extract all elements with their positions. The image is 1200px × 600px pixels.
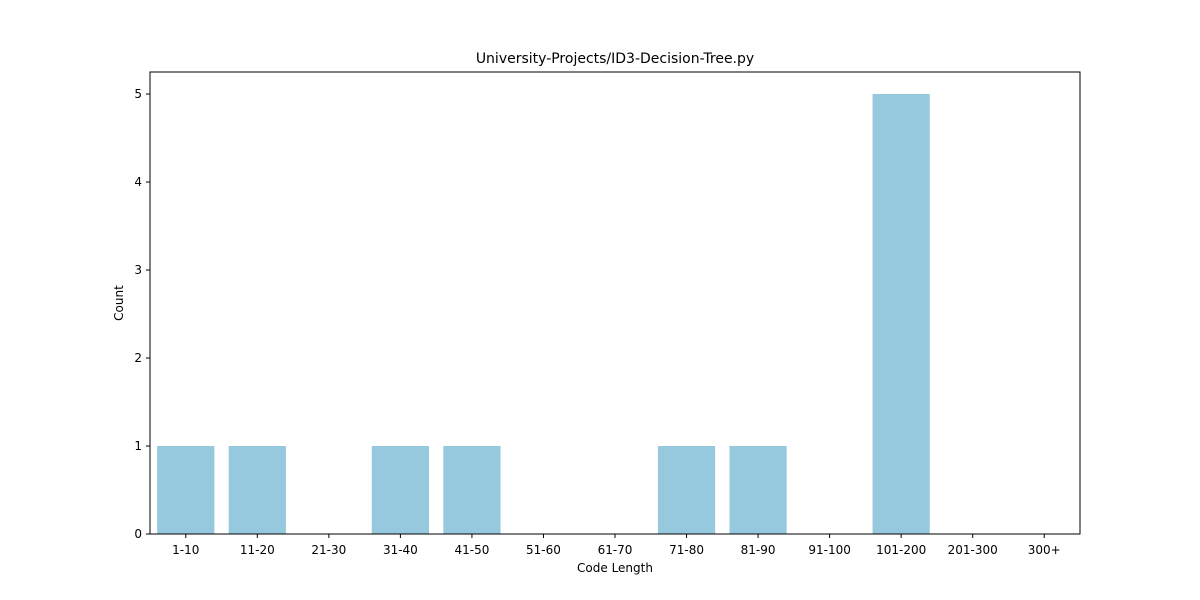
x-tick-label: 81-90 xyxy=(741,543,776,557)
y-tick-label: 4 xyxy=(134,175,142,189)
y-tick-label: 2 xyxy=(134,351,142,365)
x-tick-label: 31-40 xyxy=(383,543,418,557)
bar-1-10 xyxy=(157,446,215,534)
plot-frame xyxy=(149,71,1081,535)
bar-101-200 xyxy=(872,94,930,534)
y-tick-label: 0 xyxy=(134,527,142,541)
x-ticks-group: 1-10 11-20 21-30 31-40 41-50 51-60 61-70 71-80 8… xyxy=(172,534,1061,557)
bars-group xyxy=(157,94,930,534)
y-axis-label: Count xyxy=(112,285,126,321)
x-tick-label: 11-20 xyxy=(240,543,275,557)
bar-71-80 xyxy=(657,446,716,534)
y-tick-label: 1 xyxy=(134,439,142,453)
bar-41-50 xyxy=(443,446,501,534)
bar-31-40 xyxy=(371,446,429,534)
x-tick-label: 21-30 xyxy=(311,543,346,557)
x-tick-label: 71-80 xyxy=(669,543,704,557)
bar-81-90 xyxy=(729,446,787,534)
y-tick-label: 5 xyxy=(134,87,142,101)
y-ticks-group: 0 1 2 3 4 5 xyxy=(134,87,150,541)
x-tick-label: 201-300 xyxy=(948,543,998,557)
x-tick-label: 51-60 xyxy=(526,543,561,557)
x-axis-label: Code Length xyxy=(577,561,653,575)
chart-title: University-Projects/ID3-Decision-Tree.py xyxy=(476,51,754,67)
x-tick-label: 1-10 xyxy=(172,543,199,557)
x-tick-label: 41-50 xyxy=(454,543,489,557)
x-tick-label: 91-100 xyxy=(808,543,851,557)
bar-11-20 xyxy=(228,446,286,534)
x-tick-label: 101-200 xyxy=(876,543,926,557)
x-tick-label: 300+ xyxy=(1028,543,1061,557)
x-tick-label: 61-70 xyxy=(598,543,633,557)
y-tick-label: 3 xyxy=(134,263,142,277)
